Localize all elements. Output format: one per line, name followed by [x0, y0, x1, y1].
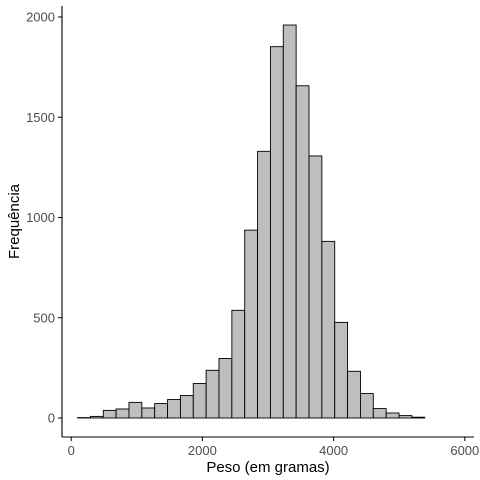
histogram-bar	[270, 47, 283, 418]
histogram-bar	[142, 408, 155, 418]
x-tick-label: 2000	[188, 443, 217, 458]
histogram-bar	[412, 417, 425, 418]
y-tick-label: 1000	[26, 210, 55, 225]
histogram-bar	[232, 310, 245, 418]
histogram-bar	[103, 410, 116, 418]
histogram-bar	[258, 151, 271, 418]
histogram-bar	[386, 413, 399, 418]
histogram-bar	[155, 404, 168, 418]
histogram-bar	[168, 400, 181, 418]
y-tick-label: 1500	[26, 110, 55, 125]
histogram-bar	[283, 25, 296, 418]
y-tick-label: 2000	[26, 10, 55, 25]
x-tick-label: 6000	[450, 443, 479, 458]
histogram-bar	[348, 371, 361, 418]
histogram-bar	[129, 402, 142, 418]
histogram-bar	[399, 416, 412, 418]
x-tick-label: 0	[68, 443, 75, 458]
histogram-bar	[360, 394, 373, 418]
histogram-bar	[180, 396, 193, 418]
histogram-bar	[219, 358, 232, 418]
y-tick-label: 500	[33, 310, 55, 325]
histogram-bar	[373, 409, 386, 418]
y-tick-label: 0	[48, 411, 55, 426]
histogram-bar	[296, 86, 309, 418]
histogram-bar	[116, 409, 129, 418]
histogram-bar	[335, 322, 348, 418]
histogram-bar	[206, 370, 219, 418]
histogram-bar	[193, 384, 206, 418]
histogram-bar	[322, 241, 335, 418]
histogram-bar	[245, 230, 258, 418]
x-axis-title: Peso (em gramas)	[206, 459, 329, 476]
histogram-bar	[90, 416, 103, 418]
y-axis-title: Frequência	[6, 183, 23, 259]
histogram-bar	[309, 156, 322, 418]
x-tick-label: 4000	[319, 443, 348, 458]
